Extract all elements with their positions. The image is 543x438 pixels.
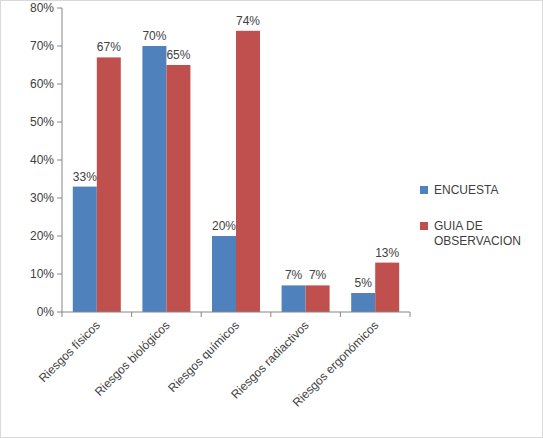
data-label: 70% bbox=[142, 29, 166, 43]
legend-swatch bbox=[420, 222, 428, 230]
data-label: 65% bbox=[166, 48, 190, 62]
y-axis bbox=[62, 8, 63, 312]
chart-svg: 0% 10% 20% 30% 40% 50% 60% 70% 80% 33% 70% 20% 7% 5% 6… bbox=[0, 0, 543, 438]
x-tick-label: Riesgos ergonómicos bbox=[290, 318, 381, 409]
y-tick bbox=[57, 122, 62, 123]
y-tick bbox=[57, 198, 62, 199]
bar bbox=[166, 65, 190, 312]
y-tick bbox=[57, 84, 62, 85]
data-label: 7% bbox=[285, 268, 303, 282]
y-tick-label: 40% bbox=[30, 153, 54, 167]
x-tick bbox=[410, 312, 411, 317]
y-tick-label: 50% bbox=[30, 115, 54, 129]
legend-swatch bbox=[420, 186, 428, 194]
y-tick bbox=[57, 274, 62, 275]
bar bbox=[375, 263, 399, 312]
data-label: 7% bbox=[309, 268, 327, 282]
bar bbox=[306, 285, 330, 312]
bar bbox=[212, 236, 236, 312]
y-tick-label: 80% bbox=[30, 1, 54, 15]
legend-label: ENCUESTA bbox=[434, 183, 498, 197]
y-tick-label: 20% bbox=[30, 229, 54, 243]
x-tick-label: Riesgos físicos bbox=[36, 318, 103, 385]
data-label: 20% bbox=[212, 219, 236, 233]
data-label: 13% bbox=[375, 246, 399, 260]
legend-label: GUIA DEOBSERVACION bbox=[434, 219, 521, 248]
chart-frame bbox=[1, 1, 543, 438]
x-tick bbox=[62, 312, 63, 317]
x-tick-label: Riesgos químicos bbox=[165, 318, 242, 395]
y-tick-label: 70% bbox=[30, 39, 54, 53]
y-tick-label: 10% bbox=[30, 267, 54, 281]
y-tick bbox=[57, 46, 62, 47]
y-tick bbox=[57, 8, 62, 9]
y-tick bbox=[57, 160, 62, 161]
x-tick bbox=[270, 312, 271, 317]
data-labels: 33% 70% 20% 7% 5% 67% 65% 74% 7% 13% bbox=[73, 14, 400, 290]
data-label: 33% bbox=[73, 170, 97, 184]
y-tick bbox=[57, 236, 62, 237]
chart-container: 0% 10% 20% 30% 40% 50% 60% 70% 80% 33% 70% 20% 7% 5% 6… bbox=[0, 0, 543, 438]
bar bbox=[73, 187, 97, 312]
bar bbox=[282, 285, 306, 312]
x-axis bbox=[62, 312, 410, 313]
y-tick-label: 0% bbox=[37, 305, 55, 319]
bar bbox=[142, 46, 166, 312]
bar bbox=[97, 57, 121, 312]
bar bbox=[236, 31, 260, 312]
bars bbox=[73, 31, 399, 312]
y-tick-label: 60% bbox=[30, 77, 54, 91]
x-tick bbox=[340, 312, 341, 317]
x-tick bbox=[131, 312, 132, 317]
y-tick bbox=[57, 312, 62, 313]
x-tick bbox=[201, 312, 202, 317]
y-tick-label: 30% bbox=[30, 191, 54, 205]
data-label: 74% bbox=[236, 14, 260, 28]
data-label: 5% bbox=[355, 276, 373, 290]
data-label: 67% bbox=[97, 40, 121, 54]
bar bbox=[351, 293, 375, 312]
x-tick-label: Riesgos biológicos bbox=[92, 318, 173, 399]
